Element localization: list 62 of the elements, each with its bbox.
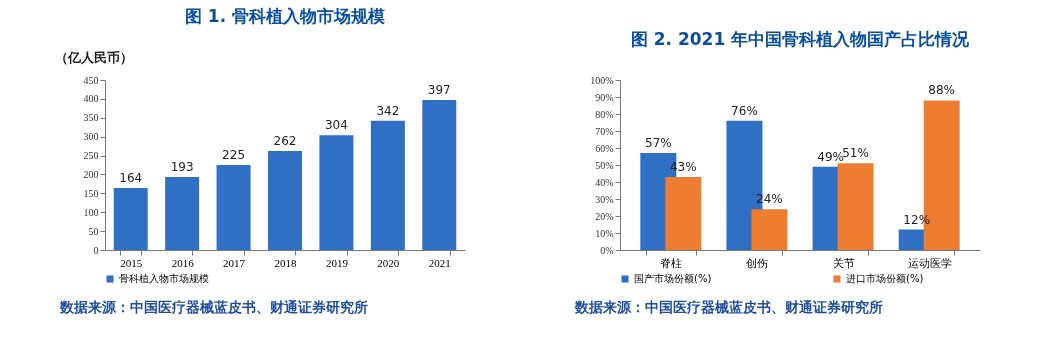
bar — [319, 135, 354, 250]
legend-label: 进口市场份额(%) — [846, 273, 924, 284]
y-tick-label: 150 — [83, 187, 99, 199]
data-label: 262 — [273, 134, 297, 149]
data-label: 397 — [427, 83, 451, 98]
y-tick-label: 300 — [83, 131, 99, 143]
bar — [370, 120, 405, 250]
x-tick-label: 运动医学 — [907, 256, 952, 269]
data-label: 164 — [119, 171, 143, 186]
x-tick-label: 2017 — [223, 256, 246, 269]
y-tick-label: 60% — [595, 142, 614, 154]
x-tick-label: 创伤 — [746, 256, 769, 269]
data-label: 342 — [376, 103, 400, 118]
x-tick-label: 2020 — [377, 256, 400, 269]
y-tick-label: 80% — [595, 108, 614, 120]
y-tick-label: 350 — [83, 112, 99, 124]
y-tick-label: 200 — [83, 168, 99, 180]
data-label: 57% — [644, 136, 672, 151]
y-tick-label: 100% — [590, 74, 614, 86]
bar — [422, 100, 457, 250]
bar — [216, 165, 251, 250]
y-tick-label: 10% — [595, 227, 614, 239]
y-tick-label: 100 — [83, 206, 99, 218]
data-label: 51% — [842, 146, 869, 161]
source-note: 数据来源：中国医疗器械蓝皮书、财通证券研究所 — [574, 299, 883, 315]
data-label: 76% — [731, 103, 758, 118]
y-tick-label: 70% — [595, 125, 614, 137]
x-tick-label: 2021 — [428, 256, 451, 269]
x-tick-label: 2019 — [325, 256, 349, 269]
x-tick-label: 2015 — [120, 256, 143, 269]
data-label: 304 — [324, 118, 348, 133]
y-tick-label: 30% — [595, 193, 614, 205]
bar — [665, 176, 702, 250]
y-tick-label: 40% — [595, 176, 614, 188]
bar — [837, 163, 874, 250]
x-tick-label: 关节 — [832, 256, 855, 269]
y-tick-label: 20% — [595, 210, 614, 222]
y-tick-label: 250 — [83, 150, 99, 162]
data-label: 49% — [817, 149, 844, 164]
bar — [113, 188, 148, 250]
y-tick-label: 50% — [595, 159, 614, 171]
y-tick-label: 0 — [93, 244, 99, 256]
data-label: 88% — [928, 83, 956, 98]
chart-title: 图 2. 2021 年中国骨科植入物国产占比情况 — [630, 29, 971, 49]
x-tick-label: 脊柱 — [660, 256, 683, 269]
y-tick-label: 50 — [88, 225, 99, 237]
bar — [165, 177, 200, 250]
y-tick-label: 0% — [600, 244, 614, 256]
legend-label: 国产市场份额(%) — [634, 273, 712, 284]
legend-label: 骨科植入物市场规模 — [119, 273, 209, 284]
data-label: 193 — [170, 160, 194, 175]
y-tick-label: 450 — [83, 74, 99, 86]
source-note: 数据来源：中国医疗器械蓝皮书、财通证券研究所 — [59, 299, 368, 315]
x-tick-label: 2016 — [171, 256, 195, 269]
bar — [268, 151, 302, 250]
y-tick-label: 400 — [83, 93, 99, 105]
x-tick-label: 2018 — [274, 256, 297, 269]
chart-title: 图 1. 骨科植入物市场规模 — [184, 6, 386, 26]
bar — [751, 209, 788, 250]
y-tick-label: 90% — [595, 91, 614, 103]
data-label: 225 — [222, 148, 246, 162]
y-axis-title: （亿人民币） — [55, 50, 133, 65]
